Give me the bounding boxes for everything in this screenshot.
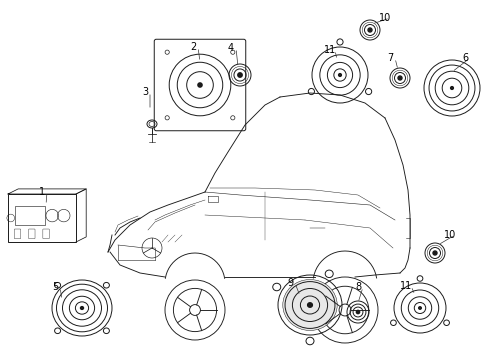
Text: 2: 2 <box>189 42 196 52</box>
Circle shape <box>432 251 436 255</box>
Text: 3: 3 <box>142 87 148 97</box>
Ellipse shape <box>338 73 341 76</box>
Circle shape <box>367 28 371 32</box>
Circle shape <box>356 310 359 314</box>
Ellipse shape <box>282 279 337 330</box>
Ellipse shape <box>198 83 202 87</box>
Text: 5: 5 <box>52 282 58 292</box>
Ellipse shape <box>307 303 312 307</box>
Text: 11: 11 <box>399 281 411 291</box>
Circle shape <box>397 76 401 80</box>
Text: 6: 6 <box>461 53 467 63</box>
Text: 10: 10 <box>443 230 455 240</box>
Text: 10: 10 <box>378 13 390 23</box>
Text: 8: 8 <box>354 282 360 292</box>
Text: 11: 11 <box>323 45 335 55</box>
Text: 1: 1 <box>39 187 45 197</box>
Ellipse shape <box>418 307 421 309</box>
Text: 7: 7 <box>386 53 392 63</box>
Text: 4: 4 <box>227 43 234 53</box>
Text: 9: 9 <box>286 278 292 288</box>
Ellipse shape <box>81 307 83 309</box>
Ellipse shape <box>449 87 452 89</box>
Circle shape <box>237 73 242 77</box>
